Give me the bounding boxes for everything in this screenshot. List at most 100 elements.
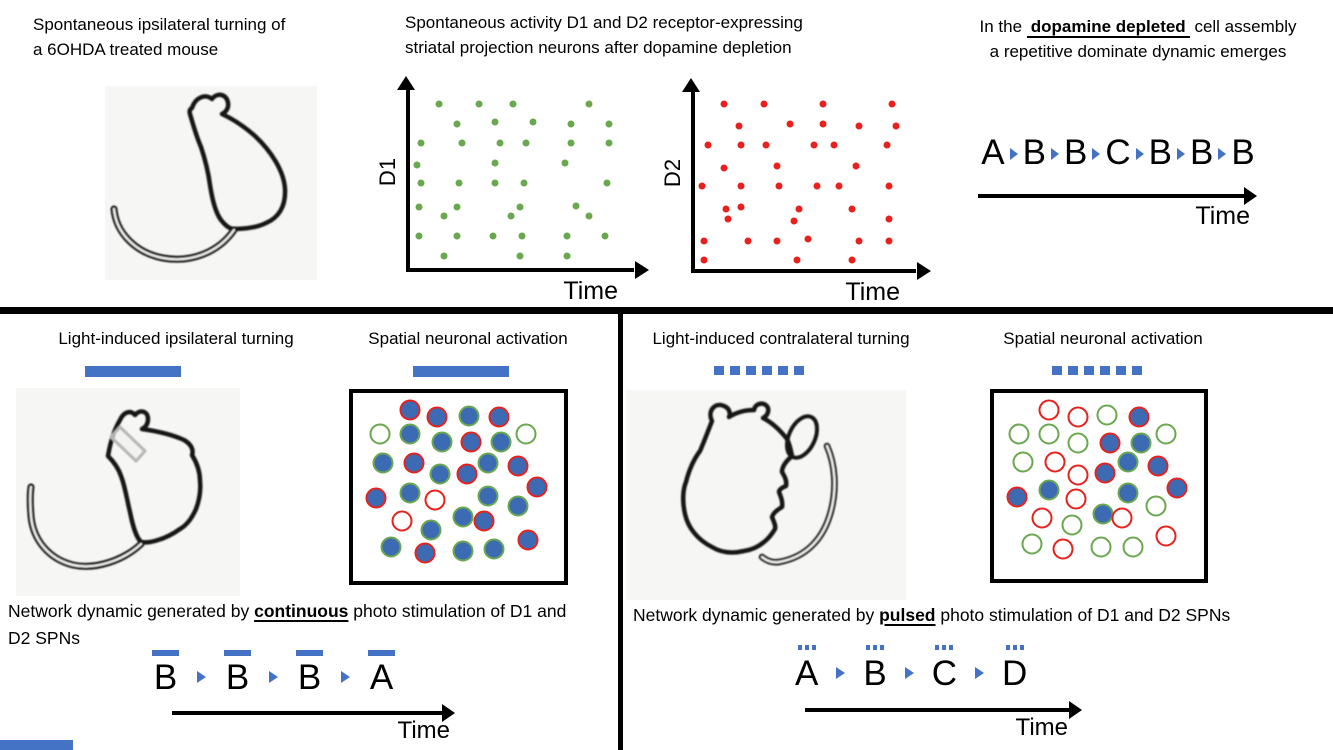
assembly-letter-cell: B bbox=[152, 650, 179, 697]
pulse-dot bbox=[942, 645, 947, 650]
spike-dot bbox=[819, 100, 827, 108]
title-light-induced-ipsilateral: Light-induced ipsilateral turning bbox=[58, 329, 294, 348]
sequence-arrow-icon bbox=[197, 671, 206, 683]
assembly-letter: A bbox=[369, 658, 394, 697]
spike-dot bbox=[737, 203, 745, 211]
spike-dot bbox=[491, 159, 499, 167]
caption-text: photo stimulation of D1 and D2 SPNs bbox=[935, 605, 1231, 625]
neuron-active bbox=[372, 452, 394, 474]
title-line: Spontaneous activity D1 and D2 receptor-… bbox=[405, 13, 803, 32]
neuron-active bbox=[452, 540, 474, 562]
spike-dot bbox=[496, 139, 504, 147]
neuron-active bbox=[431, 431, 453, 453]
pulse-dot bbox=[949, 645, 954, 650]
assembly-letter: B bbox=[863, 654, 887, 693]
spike-dot bbox=[529, 118, 537, 126]
neuron-inactive bbox=[1067, 432, 1089, 454]
neuron-inactive bbox=[1111, 507, 1133, 529]
spike-dot bbox=[813, 182, 821, 190]
spike-dot bbox=[415, 232, 423, 240]
neuron-active bbox=[452, 506, 474, 528]
neuron-inactive bbox=[1090, 536, 1112, 558]
continuous-stim-mark bbox=[152, 650, 179, 656]
sequence-arrow-icon bbox=[836, 667, 846, 679]
neuron-inactive bbox=[1096, 404, 1118, 426]
time-label: Time bbox=[1195, 202, 1250, 230]
time-arrow bbox=[978, 187, 1257, 205]
spike-dot bbox=[563, 252, 571, 260]
d1-raster-plot: D1 Time bbox=[375, 76, 649, 305]
pulsed-light-dash bbox=[714, 366, 724, 375]
pulse-dot bbox=[811, 645, 816, 650]
mouse-outline-spontaneous-ipsilateral bbox=[105, 86, 317, 280]
spike-dot bbox=[453, 203, 461, 211]
spike-dot bbox=[852, 162, 860, 170]
panel-title-spontaneous-turning: Spontaneous ipsilateral turning of a 6OH… bbox=[33, 12, 373, 62]
neuron-active bbox=[488, 406, 510, 428]
neuron-inactive bbox=[1067, 464, 1089, 486]
assembly-letter: C bbox=[1105, 133, 1131, 172]
neuron-active bbox=[365, 487, 387, 509]
pulse-dot bbox=[1019, 645, 1024, 650]
neuron-active bbox=[399, 482, 421, 504]
pulsed-light-dash bbox=[1116, 366, 1126, 375]
spike-dot bbox=[773, 162, 781, 170]
spike-dot bbox=[762, 141, 770, 149]
continuous-stim-mark bbox=[224, 650, 251, 656]
pulse-dot bbox=[1012, 645, 1017, 650]
neuron-active bbox=[429, 463, 450, 485]
spike-dot bbox=[735, 122, 743, 130]
mouse-outline-light-contralateral bbox=[626, 390, 906, 600]
assembly-letter-cell: C bbox=[932, 645, 957, 691]
neuron-active bbox=[1117, 482, 1139, 504]
neuron-active bbox=[477, 452, 499, 474]
spike-dot bbox=[786, 120, 794, 128]
title-text: cell assembly bbox=[1194, 17, 1297, 36]
panel-title-dopamine-depleted: In the dopamine depleted cell assembly a… bbox=[948, 14, 1328, 64]
spike-dot bbox=[440, 252, 448, 260]
neuron-active bbox=[526, 476, 548, 498]
spike-dot bbox=[518, 232, 526, 240]
spike-dot bbox=[455, 179, 463, 187]
spike-dot bbox=[522, 139, 530, 147]
spike-dot bbox=[848, 205, 856, 213]
d1-axis-label: D1 bbox=[375, 157, 401, 186]
neuron-inactive bbox=[369, 423, 391, 445]
assembly-letter-cell: B bbox=[1064, 135, 1087, 170]
neuron-active bbox=[414, 542, 436, 564]
neuron-inactive bbox=[515, 423, 537, 445]
spike-dot bbox=[720, 100, 728, 108]
neuron-inactive bbox=[1052, 538, 1074, 560]
spike-dot bbox=[804, 235, 812, 243]
caption-continuous: Network dynamic generated by continuous … bbox=[8, 598, 583, 652]
spike-dot bbox=[720, 164, 728, 172]
neuron-active bbox=[1147, 455, 1169, 477]
spike-dot bbox=[567, 120, 575, 128]
neuron-inactive bbox=[1155, 423, 1177, 445]
neuron-active bbox=[380, 536, 402, 558]
time-arrow bbox=[172, 704, 455, 722]
spike-dot bbox=[520, 179, 528, 187]
pulsed-stim-mark bbox=[1005, 645, 1024, 650]
caption-emphasis: continuous bbox=[254, 601, 349, 621]
spike-dot bbox=[489, 232, 497, 240]
spike-dot bbox=[561, 159, 569, 167]
mouse-outline-light-ipsilateral bbox=[16, 388, 240, 596]
time-axis-label: Time bbox=[563, 277, 618, 305]
pulsed-light-dash bbox=[794, 366, 804, 375]
spike-dot bbox=[848, 256, 856, 264]
assembly-letter-cell: A bbox=[981, 135, 1004, 170]
assembly-letter: B bbox=[1190, 133, 1214, 172]
continuous-stim-mark bbox=[296, 650, 323, 656]
neuron-map-continuous bbox=[349, 389, 568, 585]
d2-raster-plot: D2 Time bbox=[660, 78, 931, 306]
pulsed-light-dash bbox=[778, 366, 788, 375]
time-axis-label: Time bbox=[845, 278, 900, 306]
neuron-inactive bbox=[1012, 451, 1034, 473]
continuous-light-bar bbox=[413, 366, 509, 377]
pulse-dot bbox=[873, 645, 878, 650]
neuron-inactive bbox=[424, 489, 446, 511]
assembly-letter-cell: B bbox=[1023, 135, 1046, 170]
horizontal-divider bbox=[0, 307, 1333, 314]
assembly-letter: B bbox=[153, 658, 178, 697]
